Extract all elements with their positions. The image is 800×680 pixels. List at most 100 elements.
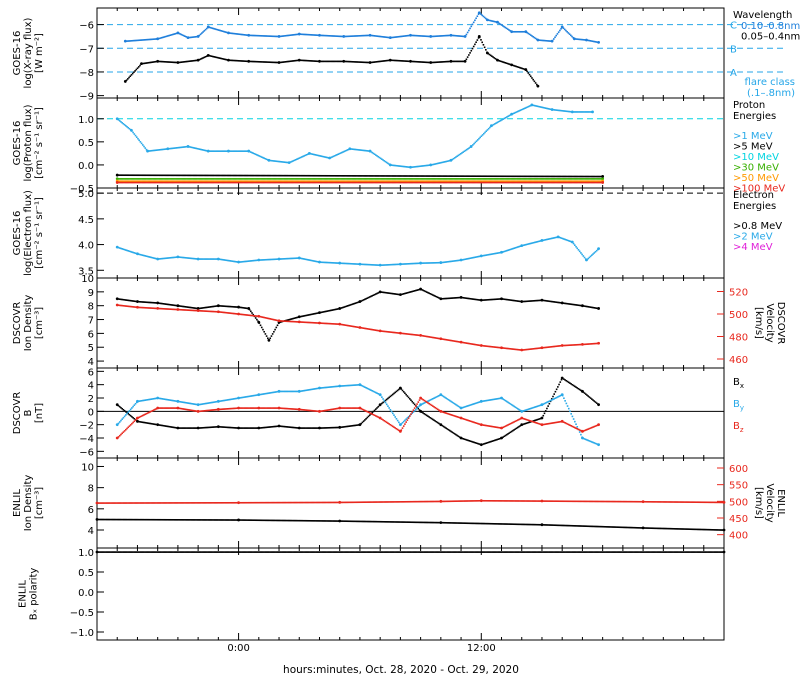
data-point [273,258,275,261]
data-point [211,181,213,184]
data-point [239,33,242,36]
data-point [469,175,472,177]
data-point [292,178,295,180]
data-point [151,149,154,152]
data-point [169,61,172,63]
data-point [128,178,131,180]
data-point-marker [196,35,200,38]
data-point [549,300,552,303]
data-point-marker [490,124,493,128]
data-point [135,68,138,71]
data-point [321,178,324,180]
data-point [180,256,183,259]
data-point [128,127,131,130]
data-point [131,407,133,409]
data-point [302,257,304,260]
data-point [552,178,554,180]
data-point [456,340,458,343]
data-point [235,174,238,177]
data-point [470,25,473,28]
data-point [489,441,491,443]
data-point [209,174,212,177]
data-point [522,68,525,70]
data-point [427,175,429,177]
data-point [281,161,284,163]
data-point [411,290,414,293]
data-point [406,178,409,180]
data-point [464,342,467,344]
data-point-marker [338,425,342,429]
data-point [356,181,359,184]
y-right-tick-label: 480 [729,333,748,344]
data-point [498,181,501,184]
data-point [274,319,276,321]
data-point [229,181,231,184]
data-point [349,178,352,180]
data-point [234,180,236,182]
data-point [366,181,369,184]
data-point [581,180,583,182]
data-point [267,181,269,184]
data-point [567,110,570,113]
data-point [512,348,514,350]
data-point [411,180,414,182]
data-point [514,30,516,33]
legend-entry: >5 MeV [733,142,773,153]
data-point [406,263,409,265]
data-point [435,295,438,298]
data-point [490,175,492,178]
data-point [569,180,571,182]
data-point [440,178,443,180]
data-point [222,174,224,177]
data-point [205,55,208,58]
data-point [172,180,174,182]
data-point [423,180,426,182]
data-point [172,174,174,177]
data-point [358,35,361,37]
data-point [575,344,577,346]
data-point [139,64,141,67]
data-point [205,426,207,429]
data-point [436,178,439,180]
data-point [589,39,592,42]
data-point [131,39,134,42]
data-point [167,181,170,184]
data-point [254,180,257,182]
legend-entry: >1 MeV [733,131,773,142]
data-point [428,181,431,184]
panel-frame [96,7,725,99]
data-point [504,175,507,178]
data-point [356,35,359,37]
data-point [281,180,284,182]
data-point [445,160,447,163]
data-point [230,150,233,152]
data-point [373,329,376,331]
data-point [466,297,468,300]
data-point [457,35,459,37]
data-point [583,39,585,41]
data-point [372,329,375,331]
data-point [508,180,511,182]
data-point [389,395,392,398]
data-point-marker [318,426,321,430]
data-point [484,181,486,184]
data-point [467,180,469,182]
data-point [192,174,195,177]
data-point [371,175,373,177]
data-point [135,181,138,184]
data-point [466,175,468,177]
data-point [209,258,212,260]
data-point [412,181,415,184]
data-point [368,175,371,177]
data-point [378,175,381,177]
data-point [423,290,426,292]
data-point [524,300,526,303]
data-point [555,388,558,391]
data-point [421,35,424,37]
data-point [451,158,454,161]
data-point [547,180,549,182]
data-point [160,307,162,310]
data-point [177,178,179,180]
data-point [405,166,407,168]
data-point [213,178,216,180]
